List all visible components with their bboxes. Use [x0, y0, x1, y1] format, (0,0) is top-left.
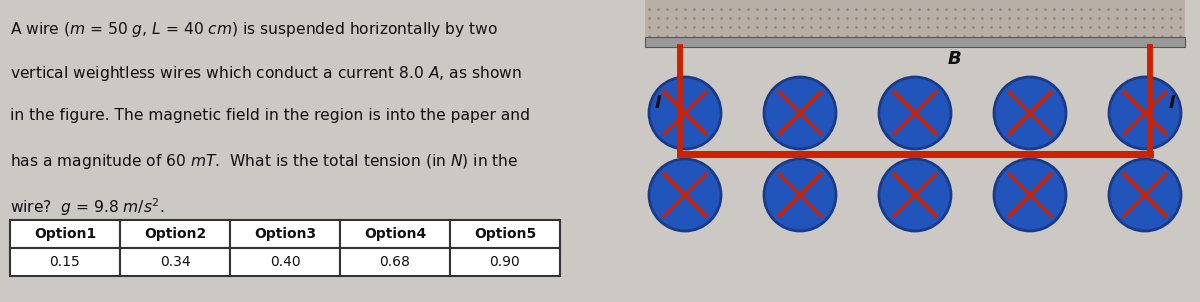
- Circle shape: [878, 159, 952, 231]
- Text: I: I: [1169, 94, 1175, 112]
- Text: 0.68: 0.68: [379, 255, 410, 269]
- Circle shape: [1109, 159, 1181, 231]
- Bar: [646, 37, 1186, 47]
- Text: Option4: Option4: [364, 227, 426, 241]
- Bar: [646, 0, 1186, 40]
- Text: I: I: [655, 94, 661, 112]
- Text: 0.90: 0.90: [490, 255, 521, 269]
- Text: vertical weightless wires which conduct a current 8.0 $A$, as shown: vertical weightless wires which conduct …: [10, 64, 522, 83]
- Text: 0.40: 0.40: [270, 255, 300, 269]
- Text: 0.34: 0.34: [160, 255, 191, 269]
- Text: Option5: Option5: [474, 227, 536, 241]
- Text: A wire ($m$ = 50 $g$, $L$ = 40 $cm$) is suspended horizontally by two: A wire ($m$ = 50 $g$, $L$ = 40 $cm$) is …: [10, 20, 498, 39]
- Bar: [10, 220, 120, 248]
- Text: Option3: Option3: [254, 227, 316, 241]
- Circle shape: [1109, 77, 1181, 149]
- Circle shape: [764, 77, 836, 149]
- Text: wire?  $g$ = 9.8 $m$/$s^2$.: wire? $g$ = 9.8 $m$/$s^2$.: [10, 196, 164, 218]
- Bar: [10, 248, 120, 276]
- Bar: [120, 248, 230, 276]
- Text: 0.15: 0.15: [49, 255, 80, 269]
- Text: Option1: Option1: [34, 227, 96, 241]
- Circle shape: [649, 77, 721, 149]
- Text: B: B: [948, 50, 962, 68]
- Circle shape: [994, 77, 1066, 149]
- Bar: [230, 220, 340, 248]
- Text: Option2: Option2: [144, 227, 206, 241]
- Circle shape: [878, 77, 952, 149]
- Circle shape: [764, 159, 836, 231]
- Text: has a magnitude of 60 $mT$.  What is the total tension (in $N$) in the: has a magnitude of 60 $mT$. What is the …: [10, 152, 518, 171]
- Bar: [450, 248, 560, 276]
- Circle shape: [994, 159, 1066, 231]
- Circle shape: [649, 159, 721, 231]
- Bar: [120, 220, 230, 248]
- Bar: [450, 220, 560, 248]
- Bar: [340, 248, 450, 276]
- Text: in the figure. The magnetic field in the region is into the paper and: in the figure. The magnetic field in the…: [10, 108, 530, 123]
- Bar: [340, 220, 450, 248]
- Bar: [230, 248, 340, 276]
